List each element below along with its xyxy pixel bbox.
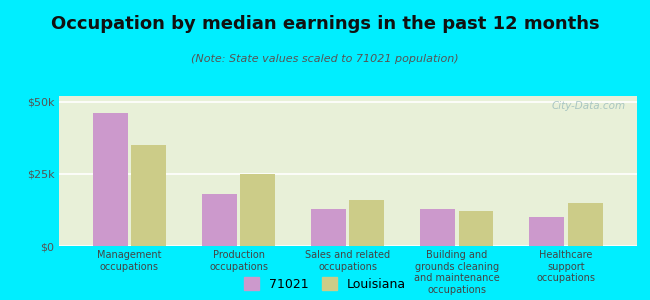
Bar — [458, 212, 493, 246]
Bar — [311, 208, 346, 246]
Bar — [240, 174, 275, 246]
Bar — [350, 200, 384, 246]
Bar — [530, 217, 564, 246]
Text: (Note: State values scaled to 71021 population): (Note: State values scaled to 71021 popu… — [191, 54, 459, 64]
Bar — [131, 145, 166, 246]
Bar — [202, 194, 237, 246]
Legend: 71021, Louisiana: 71021, Louisiana — [244, 277, 406, 291]
Text: City-Data.com: City-Data.com — [551, 100, 625, 110]
Bar — [567, 203, 603, 246]
Bar — [93, 113, 128, 246]
Text: Occupation by median earnings in the past 12 months: Occupation by median earnings in the pas… — [51, 15, 599, 33]
Bar — [421, 208, 455, 246]
